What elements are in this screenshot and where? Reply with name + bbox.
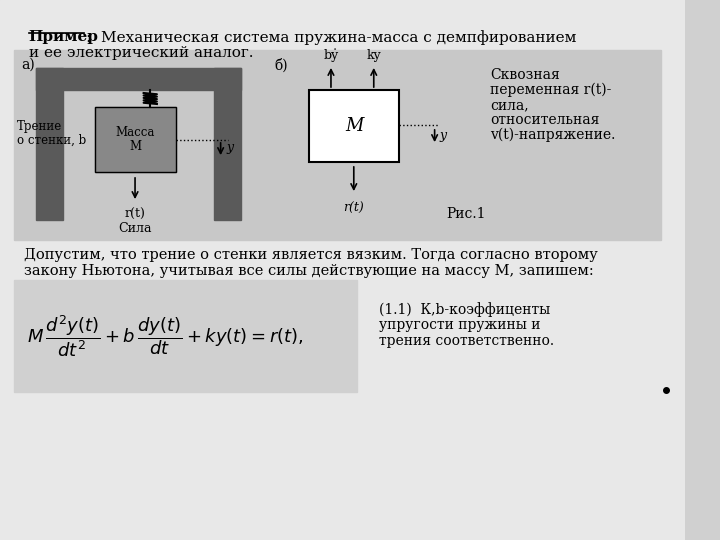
Text: (1.1)  К,b-коэффиценты: (1.1) К,b-коэффиценты bbox=[379, 302, 550, 317]
Text: переменная r(t)-: переменная r(t)- bbox=[490, 83, 611, 97]
Text: M: M bbox=[345, 117, 364, 135]
Bar bbox=[309, 90, 400, 162]
Text: bẏ: bẏ bbox=[323, 48, 338, 62]
Text: y: y bbox=[439, 130, 446, 143]
Text: Сила: Сила bbox=[118, 222, 152, 235]
Text: относительная: относительная bbox=[490, 113, 599, 127]
Bar bbox=[14, 50, 661, 240]
Text: Трение: Трение bbox=[17, 120, 63, 133]
Text: v(t)-напряжение.: v(t)-напряжение. bbox=[490, 128, 615, 143]
Text: Пример: Пример bbox=[29, 30, 99, 44]
Text: :  Механическая система пружина-масса с демпфированием: : Механическая система пружина-масса с д… bbox=[86, 30, 576, 45]
Bar bbox=[14, 280, 356, 392]
Text: закону Ньютона, учитывая все силы действующие на массу М, запишем:: закону Ньютона, учитывая все силы действ… bbox=[24, 264, 593, 278]
Bar bbox=[36, 68, 63, 220]
Text: б): б) bbox=[274, 58, 287, 72]
Text: r(t): r(t) bbox=[343, 202, 364, 215]
Bar bbox=[214, 68, 240, 220]
Text: сила,: сила, bbox=[490, 98, 528, 112]
Text: ky: ky bbox=[366, 49, 381, 62]
Text: упругости пружины и: упругости пружины и bbox=[379, 318, 540, 332]
Text: о стенки, b: о стенки, b bbox=[17, 134, 86, 147]
Bar bbox=[95, 107, 176, 172]
Bar bbox=[36, 68, 240, 90]
Text: и ее электрический аналог.: и ее электрический аналог. bbox=[29, 46, 253, 60]
Text: Сквозная: Сквозная bbox=[490, 68, 559, 82]
Text: Допустим, что трение о стенки является вязким. Тогда согласно второму: Допустим, что трение о стенки является в… bbox=[24, 248, 598, 262]
Text: трения соответственно.: трения соответственно. bbox=[379, 334, 554, 348]
Text: $M\,\dfrac{d^2y(t)}{dt^2} + b\,\dfrac{dy(t)}{dt} + ky(t) = r(t),$: $M\,\dfrac{d^2y(t)}{dt^2} + b\,\dfrac{dy… bbox=[27, 313, 303, 359]
Text: r(t): r(t) bbox=[125, 208, 145, 221]
Bar bbox=[95, 107, 176, 172]
Text: Рис.1: Рис.1 bbox=[446, 207, 486, 221]
Text: y: y bbox=[226, 141, 233, 154]
Text: Масса: Масса bbox=[115, 126, 155, 139]
Text: M: M bbox=[129, 140, 141, 153]
Text: а): а) bbox=[21, 58, 35, 72]
